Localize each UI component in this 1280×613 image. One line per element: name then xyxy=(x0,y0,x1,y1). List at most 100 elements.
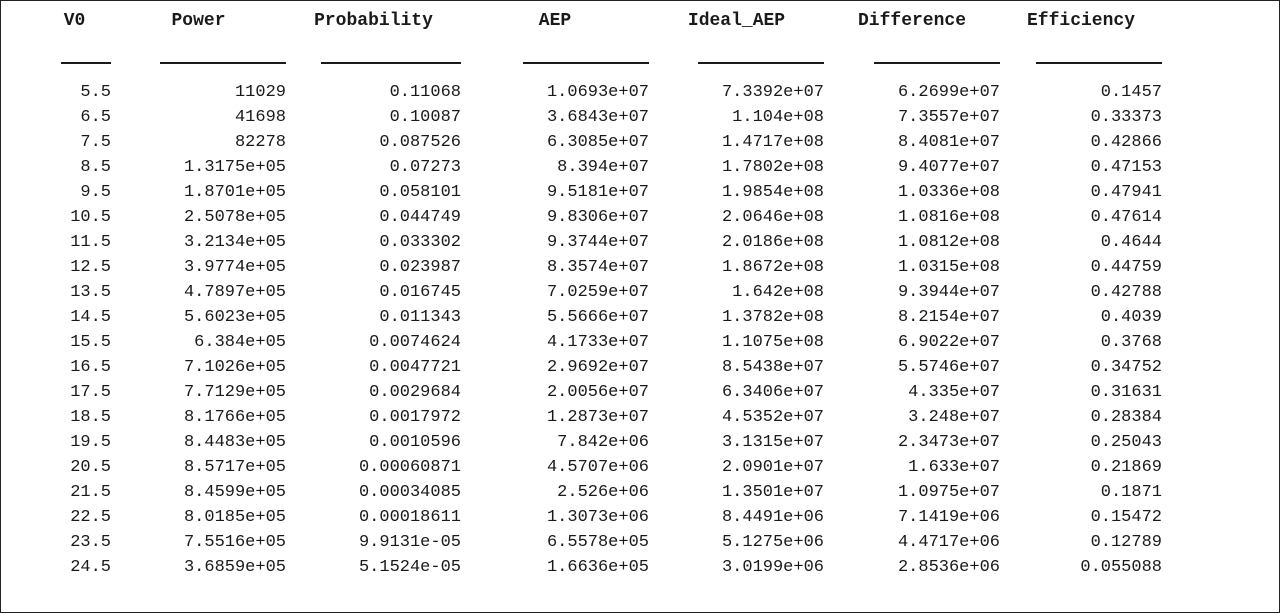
cell-probability: 0.0047721 xyxy=(369,358,461,377)
cell-ideal-aep: 1.1075e+08 xyxy=(721,333,824,352)
cell-v0: 5.5 xyxy=(80,83,111,102)
table-row: 6.5 41698 0.10087 3.6843e+07 1.104e+08 7.3557… xyxy=(38,105,1162,130)
cell-difference: 5.5746e+07 xyxy=(897,358,1000,377)
cell-aep: 4.1733e+07 xyxy=(546,333,649,352)
cell-efficiency: 0.42788 xyxy=(1090,283,1162,302)
cell-power: 7.5516e+05 xyxy=(183,533,286,552)
table-row: 11.5 3.2134e+05 0.033302 9.3744e+07 2.0186e+… xyxy=(38,230,1162,255)
cell-difference: 1.0315e+08 xyxy=(897,258,1000,277)
table-row: 9.5 1.8701e+05 0.058101 9.5181e+07 1.9854e+0… xyxy=(38,180,1162,205)
header-row: V0 Power Probability AEP Ideal_AEP Diffe… xyxy=(38,7,1162,33)
cell-efficiency: 0.21869 xyxy=(1090,458,1162,477)
cell-power: 8.1766e+05 xyxy=(183,408,286,427)
cell-difference: 7.1419e+06 xyxy=(897,508,1000,527)
header-underline xyxy=(1036,62,1162,64)
table-row: 22.5 8.0185e+05 0.00018611 1.3073e+06 8.4491… xyxy=(38,505,1162,530)
table-row: 23.5 7.5516e+05 9.9131e-05 6.5578e+05 5.1275… xyxy=(38,530,1162,555)
cell-power: 6.384e+05 xyxy=(194,333,286,352)
cell-ideal-aep: 1.8672e+08 xyxy=(721,258,824,277)
cell-efficiency: 0.12789 xyxy=(1090,533,1162,552)
cell-ideal-aep: 6.3406e+07 xyxy=(721,383,824,402)
cell-probability: 0.0017972 xyxy=(369,408,461,427)
cell-power: 11029 xyxy=(234,83,286,102)
cell-difference: 1.0812e+08 xyxy=(897,233,1000,252)
cell-difference: 4.4717e+06 xyxy=(897,533,1000,552)
header-underline xyxy=(523,62,649,64)
table-row: 24.5 3.6859e+05 5.1524e-05 1.6636e+05 3.0199… xyxy=(38,555,1162,580)
cell-aep: 7.0259e+07 xyxy=(546,283,649,302)
cell-ideal-aep: 1.642e+08 xyxy=(732,283,824,302)
cell-aep: 9.3744e+07 xyxy=(546,233,649,252)
cell-v0: 12.5 xyxy=(70,258,111,277)
cell-efficiency: 0.31631 xyxy=(1090,383,1162,402)
header-underline xyxy=(61,62,111,64)
cell-efficiency: 0.15472 xyxy=(1090,508,1162,527)
cell-probability: 0.00034085 xyxy=(358,483,461,502)
cell-aep: 7.842e+06 xyxy=(557,433,649,452)
cell-efficiency: 0.28384 xyxy=(1090,408,1162,427)
cell-efficiency: 0.47614 xyxy=(1090,208,1162,227)
cell-power: 4.7897e+05 xyxy=(183,283,286,302)
cell-v0: 13.5 xyxy=(70,283,111,302)
cell-aep: 2.526e+06 xyxy=(557,483,649,502)
cell-probability: 0.023987 xyxy=(379,258,461,277)
cell-difference: 1.633e+07 xyxy=(908,458,1000,477)
cell-aep: 2.0056e+07 xyxy=(546,383,649,402)
table-row: 15.5 6.384e+05 0.0074624 4.1733e+07 1.1075e+… xyxy=(38,330,1162,355)
cell-probability: 0.058101 xyxy=(379,183,461,202)
cell-probability: 0.11068 xyxy=(389,83,461,102)
table-row: 8.5 1.3175e+05 0.07273 8.394e+07 1.7802e+08 9… xyxy=(38,155,1162,180)
table-row: 10.5 2.5078e+05 0.044749 9.8306e+07 2.0646e+… xyxy=(38,205,1162,230)
cell-efficiency: 0.1871 xyxy=(1100,483,1162,502)
cell-aep: 9.8306e+07 xyxy=(546,208,649,227)
cell-ideal-aep: 1.3501e+07 xyxy=(721,483,824,502)
cell-aep: 8.3574e+07 xyxy=(546,258,649,277)
cell-aep: 1.6636e+05 xyxy=(546,558,649,577)
cell-probability: 0.00018611 xyxy=(358,508,461,527)
header-underline xyxy=(874,62,1000,64)
cell-power: 3.6859e+05 xyxy=(183,558,286,577)
cell-power: 8.4483e+05 xyxy=(183,433,286,452)
cell-difference: 2.8536e+06 xyxy=(897,558,1000,577)
cell-probability: 0.07273 xyxy=(389,158,461,177)
cell-probability: 0.00060871 xyxy=(358,458,461,477)
cell-efficiency: 0.33373 xyxy=(1090,108,1162,127)
cell-efficiency: 0.4644 xyxy=(1100,233,1162,252)
cell-v0: 6.5 xyxy=(80,108,111,127)
cell-v0: 14.5 xyxy=(70,308,111,327)
table-body: 5.5 11029 0.11068 1.0693e+07 7.3392e+07 6.269… xyxy=(38,80,1162,580)
table-row: 5.5 11029 0.11068 1.0693e+07 7.3392e+07 6.269… xyxy=(38,80,1162,105)
header-underline xyxy=(160,62,286,64)
cell-efficiency: 0.47153 xyxy=(1090,158,1162,177)
cell-difference: 2.3473e+07 xyxy=(897,433,1000,452)
cell-ideal-aep: 7.3392e+07 xyxy=(721,83,824,102)
table-row: 14.5 5.6023e+05 0.011343 5.5666e+07 1.3782e+… xyxy=(38,305,1162,330)
cell-aep: 9.5181e+07 xyxy=(546,183,649,202)
cell-efficiency: 0.25043 xyxy=(1090,433,1162,452)
table-row: 12.5 3.9774e+05 0.023987 8.3574e+07 1.8672e+… xyxy=(38,255,1162,280)
column-header-efficiency: Efficiency xyxy=(1026,11,1136,31)
cell-v0: 11.5 xyxy=(70,233,111,252)
cell-v0: 16.5 xyxy=(70,358,111,377)
table-row: 17.5 7.7129e+05 0.0029684 2.0056e+07 6.3406e… xyxy=(38,380,1162,405)
column-header-v0: V0 xyxy=(63,11,86,31)
cell-difference: 1.0816e+08 xyxy=(897,208,1000,227)
cell-difference: 1.0975e+07 xyxy=(897,483,1000,502)
cell-aep: 2.9692e+07 xyxy=(546,358,649,377)
column-header-aep: AEP xyxy=(538,11,572,31)
cell-power: 8.4599e+05 xyxy=(183,483,286,502)
results-table: V0 Power Probability AEP Ideal_AEP Diffe… xyxy=(38,7,1162,580)
cell-v0: 24.5 xyxy=(70,558,111,577)
cell-power: 7.7129e+05 xyxy=(183,383,286,402)
cell-difference: 8.2154e+07 xyxy=(897,308,1000,327)
cell-power: 5.6023e+05 xyxy=(183,308,286,327)
cell-aep: 6.3085e+07 xyxy=(546,133,649,152)
cell-v0: 23.5 xyxy=(70,533,111,552)
cell-v0: 20.5 xyxy=(70,458,111,477)
cell-power: 41698 xyxy=(234,108,286,127)
cell-aep: 4.5707e+06 xyxy=(546,458,649,477)
cell-ideal-aep: 8.5438e+07 xyxy=(721,358,824,377)
cell-difference: 7.3557e+07 xyxy=(897,108,1000,127)
cell-probability: 0.0074624 xyxy=(369,333,461,352)
